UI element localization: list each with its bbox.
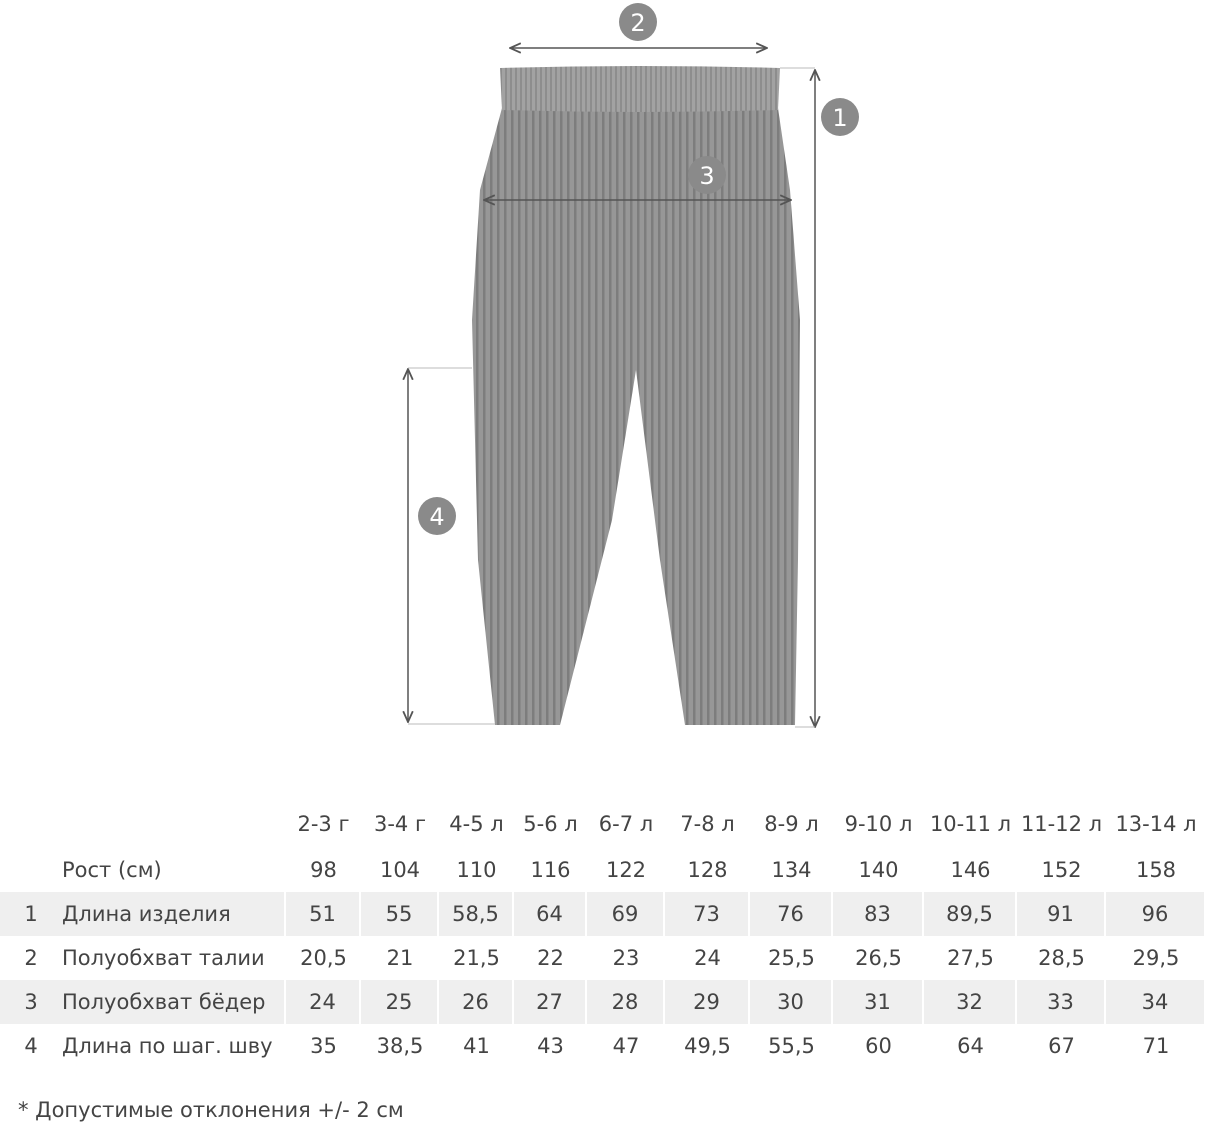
- table-cell: 116: [530, 858, 571, 882]
- table-cell: 25: [361, 980, 439, 1024]
- table-cell: 98: [310, 858, 337, 882]
- size-table: 2-3 г 3-4 г 4-5 л 5-6 л 6-7 л 7-8 л 8-9 …: [0, 800, 1206, 1068]
- table-cell: 22: [537, 946, 564, 970]
- table-cell: 38,5: [376, 1034, 424, 1058]
- table-cell: 140: [858, 858, 899, 882]
- row-label: Рост (см): [62, 858, 162, 882]
- svg-text:3: 3: [699, 162, 714, 190]
- table-cell: 24: [694, 946, 721, 970]
- table-cell: 83: [833, 892, 924, 936]
- table-cell: 134: [771, 858, 812, 882]
- table-row: 4 Длина по шаг. шву 35 38,5 41 43 47 49,5 55,5 60…: [0, 1024, 1206, 1068]
- table-cell: 34: [1106, 980, 1206, 1024]
- table-cell: 69: [587, 892, 665, 936]
- table-cell: 67: [1048, 1034, 1075, 1058]
- table-cell: 31: [833, 980, 924, 1024]
- table-cell: 73: [665, 892, 750, 936]
- table-cell: 35: [310, 1034, 337, 1058]
- table-cell: 89,5: [924, 892, 1017, 936]
- row-index: 3: [24, 990, 38, 1014]
- table-cell: 47: [612, 1034, 640, 1058]
- table-cell: 91: [1017, 892, 1106, 936]
- table-cell: 55,5: [768, 1034, 815, 1058]
- size-header-row: 2-3 г 3-4 г 4-5 л 5-6 л 6-7 л 7-8 л 8-9 …: [0, 800, 1206, 848]
- size-header: 11-12 л: [1020, 812, 1103, 836]
- table-row: 1 Длина изделия 51 55 58,5 64 69 73 76 83 89,5 91 96: [0, 892, 1206, 936]
- table-cell: 122: [605, 858, 647, 882]
- table-cell: 43: [537, 1034, 564, 1058]
- size-header: 13-14 л: [1115, 812, 1197, 836]
- svg-text:2: 2: [630, 9, 645, 37]
- row-label: Длина изделия: [62, 902, 231, 926]
- pants-diagram: 2 1 3 4: [0, 3, 859, 780]
- svg-text:4: 4: [429, 503, 444, 531]
- table-cell: 24: [286, 980, 361, 1024]
- row-label: Длина по шаг. шву: [62, 1034, 273, 1058]
- height-row: Рост (см) 98 104 110 116 122 128 134 140…: [0, 848, 1206, 892]
- pants-illustration: [472, 66, 800, 725]
- table-cell: 110: [456, 858, 497, 882]
- table-cell: 28: [587, 980, 665, 1024]
- size-header: 9-10 л: [844, 812, 913, 836]
- measure-arrow-4: [408, 367, 495, 725]
- table-cell: 30: [750, 980, 833, 1024]
- size-header: 2-3 г: [297, 812, 350, 836]
- table-cell: 25,5: [768, 946, 815, 970]
- table-cell: 29: [665, 980, 750, 1024]
- size-header: 7-8 л: [680, 812, 735, 836]
- table-cell: 76: [750, 892, 833, 936]
- row-label: Полуобхват бёдер: [62, 990, 266, 1014]
- table-row: 3 Полуобхват бёдер 24 25 26 27 28 29 30 31 32 33 34: [0, 980, 1206, 1024]
- table-cell: 27: [514, 980, 587, 1024]
- table-cell: 128: [687, 858, 728, 882]
- table-cell: 64: [957, 1034, 984, 1058]
- marker-1: 1: [821, 98, 859, 136]
- table-cell: 23: [612, 946, 640, 970]
- table-cell: 33: [1017, 980, 1106, 1024]
- size-header: 8-9 л: [764, 812, 819, 836]
- table-cell: 55: [361, 892, 439, 936]
- table-cell: 29,5: [1132, 946, 1180, 970]
- table-cell: 64: [514, 892, 587, 936]
- table-cell: 41: [463, 1034, 490, 1058]
- table-cell: 58,5: [439, 892, 514, 936]
- table-cell: 71: [1142, 1034, 1170, 1058]
- size-header: 6-7 л: [598, 812, 654, 836]
- table-cell: 21: [386, 946, 414, 970]
- size-header: 10-11 л: [929, 812, 1012, 836]
- row-index: 1: [24, 902, 38, 926]
- table-cell: 32: [924, 980, 1017, 1024]
- svg-text:1: 1: [832, 104, 847, 132]
- row-index: 4: [24, 1034, 38, 1058]
- table-cell: 27,5: [947, 946, 994, 970]
- size-header: 4-5 л: [449, 812, 504, 836]
- table-row: 2 Полуобхват талии 20,5 21 21,5 22 23 24 25,5 26,…: [0, 936, 1206, 980]
- tolerance-footnote: * Допустимые отклонения +/- 2 см: [18, 1098, 404, 1122]
- table-cell: 96: [1106, 892, 1206, 936]
- table-cell: 158: [1135, 858, 1177, 882]
- table-cell: 28,5: [1038, 946, 1085, 970]
- table-cell: 104: [379, 858, 421, 882]
- table-cell: 146: [950, 858, 991, 882]
- table-cell: 49,5: [684, 1034, 731, 1058]
- table-cell: 21,5: [453, 946, 500, 970]
- measure-arrow-1: [780, 67, 815, 727]
- row-label: Полуобхват талии: [62, 946, 265, 970]
- marker-4: 4: [418, 497, 456, 535]
- table-cell: 60: [865, 1034, 892, 1058]
- row-index: 2: [24, 946, 38, 970]
- marker-2: 2: [619, 3, 657, 41]
- marker-3: 3: [688, 156, 726, 194]
- table-cell: 26,5: [855, 946, 902, 970]
- table-cell: 51: [286, 892, 361, 936]
- size-header: 5-6 л: [523, 812, 578, 836]
- table-cell: 20,5: [300, 946, 347, 970]
- table-cell: 152: [1041, 858, 1082, 882]
- table-cell: 26: [439, 980, 514, 1024]
- size-header: 3-4 г: [373, 812, 426, 836]
